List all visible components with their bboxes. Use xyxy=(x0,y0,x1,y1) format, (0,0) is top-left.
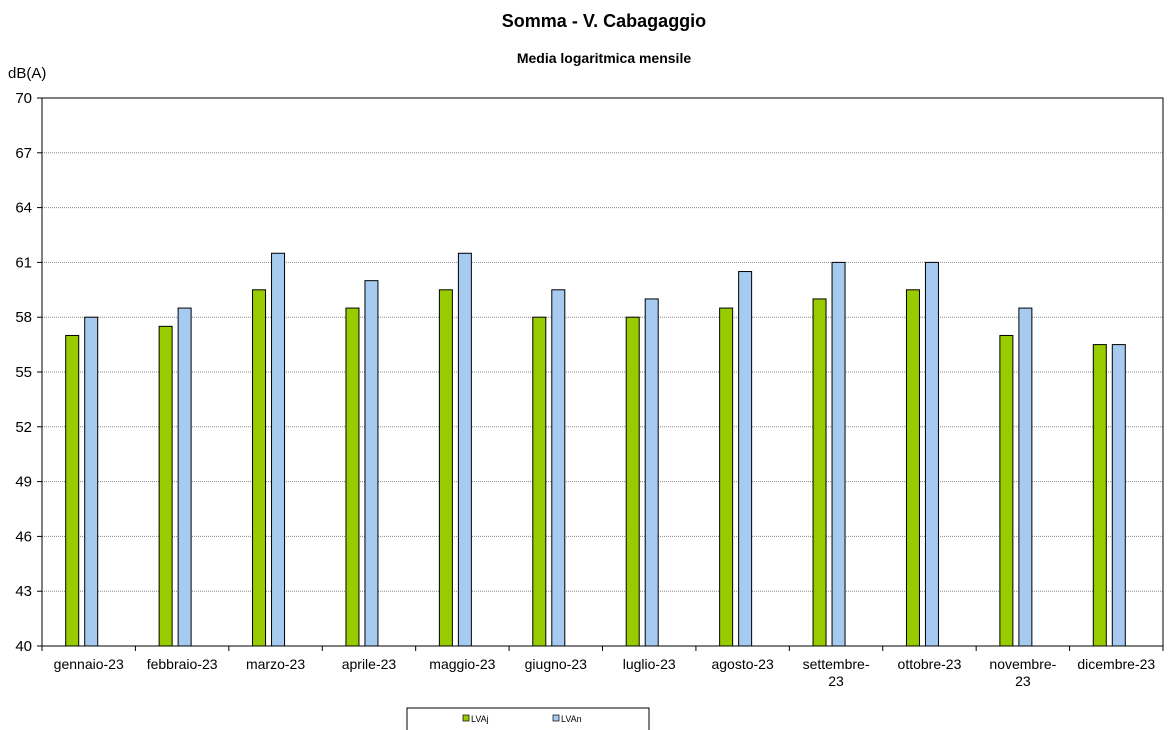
bar xyxy=(738,271,753,647)
bar xyxy=(158,325,173,647)
x-tick-label: agosto-23 xyxy=(711,656,773,672)
y-tick-label: 64 xyxy=(15,200,32,217)
y-tick-label: 49 xyxy=(15,474,32,491)
bar xyxy=(625,316,640,647)
y-tick-label: 55 xyxy=(15,364,32,381)
x-tick-label: maggio-23 xyxy=(429,656,495,672)
legend-label: LVAn xyxy=(561,714,582,724)
x-tick-label: aprile-23 xyxy=(342,656,397,672)
y-tick-label: 43 xyxy=(15,583,32,600)
bar xyxy=(177,307,192,647)
bar xyxy=(252,289,267,647)
bar xyxy=(345,307,360,647)
y-tick-label: 67 xyxy=(15,145,32,162)
bar xyxy=(1111,344,1126,647)
legend-box xyxy=(406,707,650,730)
x-tick-label-line: 23 xyxy=(828,673,844,689)
y-axis-label: dB(A) xyxy=(8,65,46,82)
bar xyxy=(1092,344,1107,647)
x-tick-label: ottobre-23 xyxy=(898,656,962,672)
x-tick-label: febbraio-23 xyxy=(147,656,218,672)
x-tick-label: gennaio-23 xyxy=(54,656,124,672)
x-tick-label: dicembre-23 xyxy=(1077,656,1155,672)
x-tick-label: novembre-23 xyxy=(989,656,1056,689)
x-tick-label: giugno-23 xyxy=(525,656,587,672)
y-tick-label: 46 xyxy=(15,528,32,545)
legend-swatch xyxy=(462,714,470,722)
legend-label: LVAj xyxy=(471,714,489,724)
bar xyxy=(364,280,379,647)
x-tick-label-line: novembre- xyxy=(989,656,1056,672)
y-tick-label: 70 xyxy=(15,90,32,107)
bar xyxy=(457,252,472,647)
bar xyxy=(999,334,1014,647)
bar xyxy=(812,298,827,647)
chart-subtitle: Media logaritmica mensile xyxy=(517,50,691,66)
y-tick-label: 58 xyxy=(15,309,32,326)
x-tick-label-line: settembre- xyxy=(803,656,870,672)
bar xyxy=(271,252,286,647)
x-tick-label: settembre-23 xyxy=(803,656,870,689)
bar xyxy=(551,289,566,647)
bar xyxy=(924,261,939,647)
bar xyxy=(719,307,734,647)
bar xyxy=(532,316,547,647)
plot-border xyxy=(41,97,1164,647)
bar xyxy=(84,316,99,647)
x-tick-label: luglio-23 xyxy=(623,656,676,672)
y-tick-label: 40 xyxy=(15,638,32,655)
bar xyxy=(438,289,453,647)
bar xyxy=(831,261,846,647)
bar xyxy=(905,289,920,647)
y-tick-label: 52 xyxy=(15,419,32,436)
x-tick-label: marzo-23 xyxy=(246,656,305,672)
x-tick-label-line: 23 xyxy=(1015,673,1031,689)
legend-swatch xyxy=(552,714,560,722)
bar xyxy=(644,298,659,647)
chart-title: Somma - V. Cabagaggio xyxy=(502,11,706,31)
bar xyxy=(1018,307,1033,647)
bar xyxy=(65,334,80,647)
y-tick-label: 61 xyxy=(15,254,32,271)
